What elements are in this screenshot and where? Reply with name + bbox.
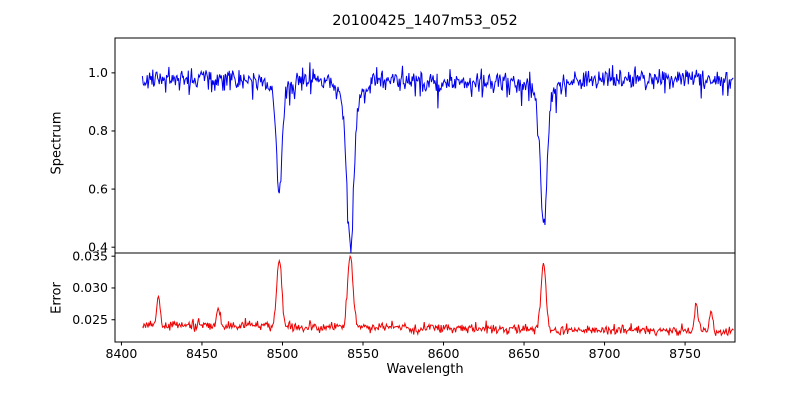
- x-tick-label: 8750: [669, 346, 701, 361]
- y-tick-label: 0.8: [88, 123, 108, 138]
- y-tick-label: 0.030: [72, 280, 108, 295]
- x-tick-label: 8550: [347, 346, 379, 361]
- panel-border-error: [114, 252, 736, 343]
- x-tick-label: 8450: [186, 346, 218, 361]
- x-tick-label: 8700: [589, 346, 621, 361]
- y-tick-label: 0.025: [72, 312, 108, 327]
- x-tick-label: 8400: [106, 346, 138, 361]
- error-line: [142, 254, 734, 337]
- y-tick-label: 0.4: [88, 239, 108, 254]
- y-tick-label: 1.0: [88, 65, 108, 80]
- y-axis-label-spectrum: Spectrum: [49, 111, 65, 175]
- x-axis-label: Wavelength: [386, 362, 464, 377]
- x-tick-label: 8650: [508, 346, 540, 361]
- x-tick-label: 8500: [267, 346, 299, 361]
- y-axis-label-error: Error: [49, 282, 65, 314]
- spectrum-line: [141, 62, 734, 253]
- y-tick-label: 0.6: [88, 181, 108, 196]
- x-tick-label: 8600: [428, 346, 460, 361]
- panel-border-spectrum: [114, 37, 736, 254]
- chart-title: 20100425_1407m53_052: [332, 13, 518, 29]
- y-tick-label: 0.035: [72, 248, 108, 263]
